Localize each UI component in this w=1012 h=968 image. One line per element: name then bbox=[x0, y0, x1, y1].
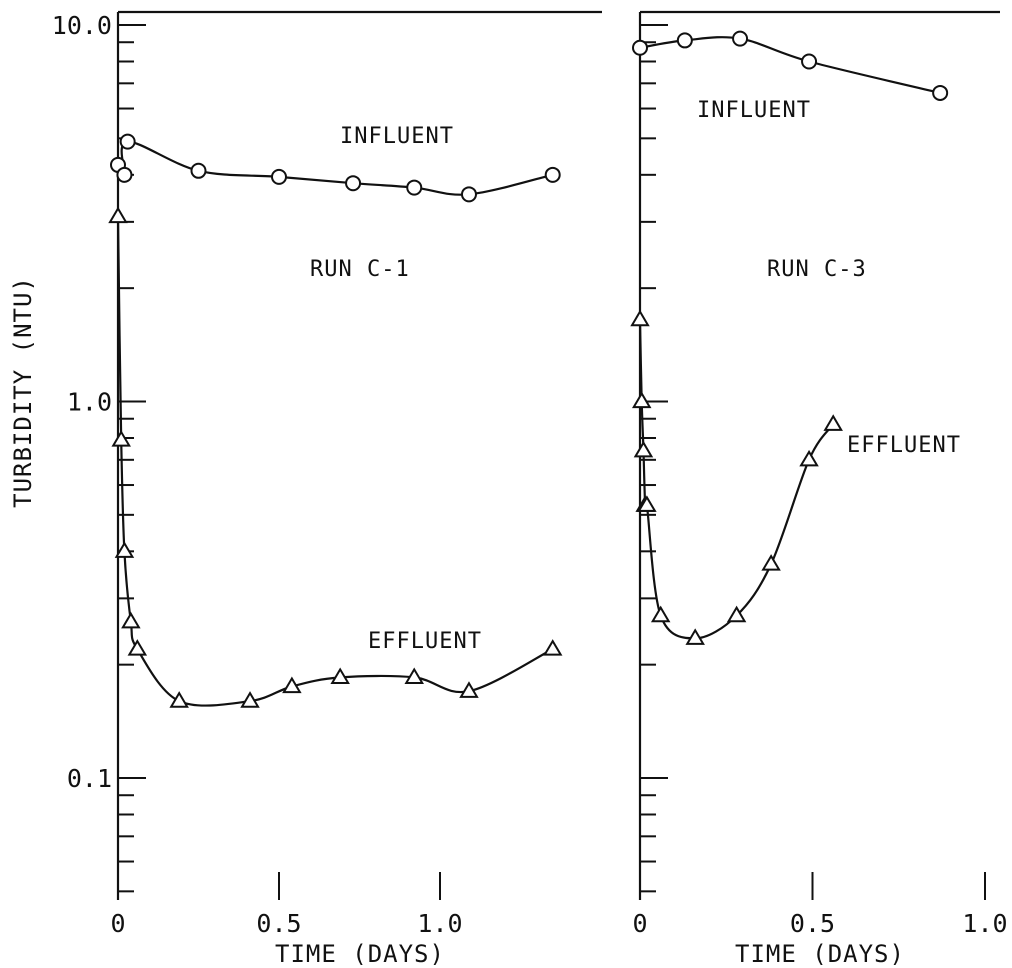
left-x-axis-ticks: 0 0.5 1.0 bbox=[110, 872, 463, 938]
right-effluent-point bbox=[761, 554, 781, 571]
right-influent-point bbox=[632, 39, 648, 56]
right-effluent-point bbox=[633, 440, 654, 458]
left-effluent-point bbox=[240, 691, 260, 708]
left-influent-point bbox=[406, 179, 423, 196]
right-influent-curve bbox=[639, 36, 941, 94]
right-x-tick-label: 0.5 bbox=[790, 909, 835, 938]
right-effluent-curve bbox=[638, 319, 835, 640]
panel-run-c3: 0 0.5 1.0 INFLUENT RUN C-3 EFFLUENT TIME (… bbox=[630, 10, 1008, 968]
left-series-curves bbox=[116, 140, 554, 707]
left-effluent-point bbox=[459, 681, 479, 698]
right-influent-point bbox=[801, 53, 818, 70]
left-y-axis-ticks: 0.1 1.0 10.0 bbox=[52, 11, 146, 893]
right-x-axis-title: TIME (DAYS) bbox=[735, 940, 905, 968]
left-effluent-point bbox=[169, 691, 189, 708]
y-tick-label: 0.1 bbox=[67, 764, 112, 793]
right-influent-label: INFLUENT bbox=[697, 98, 811, 123]
left-effluent-point bbox=[404, 667, 424, 685]
right-effluent-point bbox=[650, 605, 671, 623]
left-influent-point bbox=[116, 166, 133, 183]
left-influent-point bbox=[544, 166, 561, 183]
left-x-tick-label: 0.5 bbox=[256, 909, 301, 938]
y-tick-label: 1.0 bbox=[67, 388, 112, 417]
left-effluent-point bbox=[108, 206, 128, 224]
right-effluent-point bbox=[799, 449, 819, 467]
right-effluent-point bbox=[685, 628, 705, 645]
left-x-tick-label: 0 bbox=[110, 909, 125, 938]
left-series-markers bbox=[108, 133, 563, 708]
right-effluent-point bbox=[823, 414, 843, 431]
right-run-label: RUN C-3 bbox=[767, 257, 867, 282]
right-influent-point bbox=[676, 32, 693, 49]
left-effluent-point bbox=[111, 430, 131, 447]
left-effluent-label: EFFLUENT bbox=[368, 629, 482, 654]
y-tick-label: 10.0 bbox=[52, 11, 112, 40]
right-x-axis-ticks: 0 0.5 1.0 bbox=[632, 872, 1008, 938]
left-effluent-point bbox=[542, 639, 563, 656]
left-effluent-point bbox=[282, 676, 302, 694]
right-x-tick-label: 0 bbox=[632, 909, 647, 938]
right-influent-point bbox=[732, 30, 749, 47]
right-effluent-point bbox=[637, 495, 657, 512]
left-influent-curve bbox=[117, 140, 553, 196]
left-influent-point bbox=[345, 175, 362, 192]
right-series-curves bbox=[638, 36, 941, 640]
left-influent-label: INFLUENT bbox=[340, 124, 454, 149]
right-effluent-point bbox=[631, 391, 652, 409]
left-x-tick-label: 1.0 bbox=[417, 909, 462, 938]
left-influent-point bbox=[119, 133, 136, 150]
left-influent-point bbox=[271, 168, 287, 185]
left-effluent-point bbox=[121, 611, 141, 629]
right-effluent-point bbox=[726, 605, 747, 623]
y-axis-title: TURBIDITY (NTU) bbox=[9, 276, 37, 508]
left-x-axis-title: TIME (DAYS) bbox=[275, 940, 445, 968]
left-effluent-point bbox=[127, 639, 148, 656]
right-x-tick-label: 1.0 bbox=[962, 909, 1007, 938]
left-run-label: RUN C-1 bbox=[310, 257, 410, 282]
left-effluent-point bbox=[114, 541, 135, 558]
left-influent-point bbox=[460, 186, 477, 203]
left-effluent-curve bbox=[116, 216, 554, 707]
left-effluent-point bbox=[330, 667, 350, 685]
left-influent-point bbox=[190, 162, 207, 179]
right-effluent-point bbox=[630, 309, 650, 327]
panel-run-c1: 0.1 1.0 10.0 0 0.5 1.0 INFLUENT RUN C-1 EFFL… bbox=[9, 10, 602, 968]
right-effluent-label: EFFLUENT bbox=[847, 433, 961, 458]
right-influent-point bbox=[932, 84, 949, 101]
right-series-markers bbox=[630, 30, 949, 645]
